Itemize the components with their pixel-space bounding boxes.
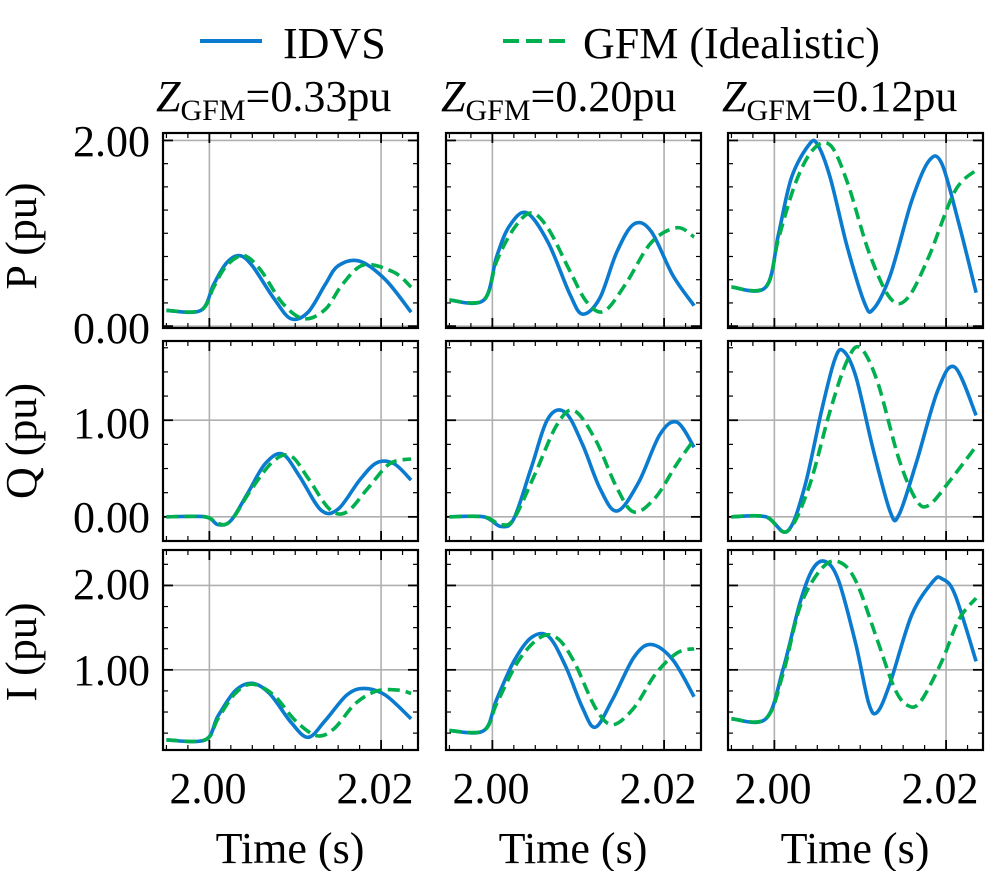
panel-p-2 xyxy=(444,131,703,330)
series-idvs-i-2 xyxy=(449,631,696,735)
panel-frame xyxy=(444,131,703,330)
series-gfm-q-3 xyxy=(731,344,978,534)
panel-frame xyxy=(444,548,703,752)
ytick-label-p-bottom: 0.00 xyxy=(73,304,150,353)
ytick-label-p-top: 2.00 xyxy=(73,117,150,166)
series-idvs-i-1 xyxy=(166,681,413,744)
panel-frame xyxy=(726,131,985,330)
ytick-label-i-top: 2.00 xyxy=(73,560,150,609)
panel-i-1 xyxy=(161,548,420,752)
panel-frame xyxy=(161,548,420,752)
series-gfm-q-2 xyxy=(449,408,696,527)
series-gfm-i-1 xyxy=(166,682,412,744)
ytick-label-q-bottom: 0.00 xyxy=(73,493,150,542)
xtick-label-c1-a: 2.00 xyxy=(170,764,247,813)
panel-q-2 xyxy=(444,339,703,543)
xlabel-col-3: Time (s) xyxy=(781,824,930,871)
series-idvs-p-1 xyxy=(166,253,413,322)
row-labels: P (pu) Q (pu) I (pu) xyxy=(0,182,46,701)
series-idvs-p-3 xyxy=(731,138,978,314)
xlabel-col-1: Time (s) xyxy=(216,824,365,871)
column-title-2: ZGFM=0.20pu xyxy=(441,72,676,127)
column-title-3: ZGFM=0.12pu xyxy=(722,72,957,127)
xlabels: Time (s) Time (s) Time (s) xyxy=(216,824,930,873)
xtick-label-c2-b: 2.02 xyxy=(620,764,697,813)
xtick-label-c1-b: 2.02 xyxy=(337,764,414,813)
series-gfm-p-2 xyxy=(449,211,696,314)
panel-frame xyxy=(161,339,420,543)
series-idvs-p-2 xyxy=(449,210,696,316)
ytick-label-i-bottom: 1.00 xyxy=(73,646,150,695)
series-idvs-q-2 xyxy=(449,408,696,529)
xlabel-col-2: Time (s) xyxy=(499,824,648,871)
series-idvs-i-3 xyxy=(731,559,978,725)
series-gfm-i-3 xyxy=(731,559,978,724)
ylabel-p: P (pu) xyxy=(0,182,46,289)
panels xyxy=(161,131,985,752)
series-gfm-i-2 xyxy=(449,633,695,735)
panel-frame xyxy=(444,339,703,543)
legend: IDVS GFM (Idealistic) xyxy=(200,19,880,68)
legend-gfm-label: GFM (Idealistic) xyxy=(583,19,880,68)
series-gfm-p-3 xyxy=(731,140,978,306)
panel-i-2 xyxy=(444,548,703,752)
panel-frame xyxy=(161,131,420,330)
series-gfm-q-1 xyxy=(166,452,412,527)
series-gfm-p-1 xyxy=(166,253,413,321)
ytick-label-q-top: 1.00 xyxy=(73,399,150,448)
panel-p-3 xyxy=(726,131,985,330)
ylabel-i: I (pu) xyxy=(0,603,46,702)
panel-i-3 xyxy=(726,548,985,752)
panel-q-3 xyxy=(726,339,985,543)
xtick-label-c2-a: 2.00 xyxy=(453,764,530,813)
panel-p-1 xyxy=(161,131,420,330)
xtick-label-c3-b: 2.02 xyxy=(902,764,979,813)
panel-frame xyxy=(726,548,985,752)
panel-q-1 xyxy=(161,339,420,543)
ylabel-q: Q (pu) xyxy=(0,383,46,499)
xtick-labels: 2.00 2.02 2.00 2.02 2.00 2.02 xyxy=(170,764,979,813)
series-idvs-q-3 xyxy=(731,347,978,534)
legend-idvs-label: IDVS xyxy=(283,19,386,68)
column-title-1: ZGFM=0.33pu xyxy=(156,72,391,127)
series-idvs-q-1 xyxy=(166,451,413,527)
xtick-label-c3-a: 2.00 xyxy=(735,764,812,813)
column-titles: ZGFM=0.33pu ZGFM=0.20pu ZGFM=0.12pu xyxy=(156,72,957,127)
ytick-labels: 2.00 0.00 1.00 0.00 2.00 1.00 xyxy=(73,117,150,695)
panel-frame xyxy=(726,339,985,543)
